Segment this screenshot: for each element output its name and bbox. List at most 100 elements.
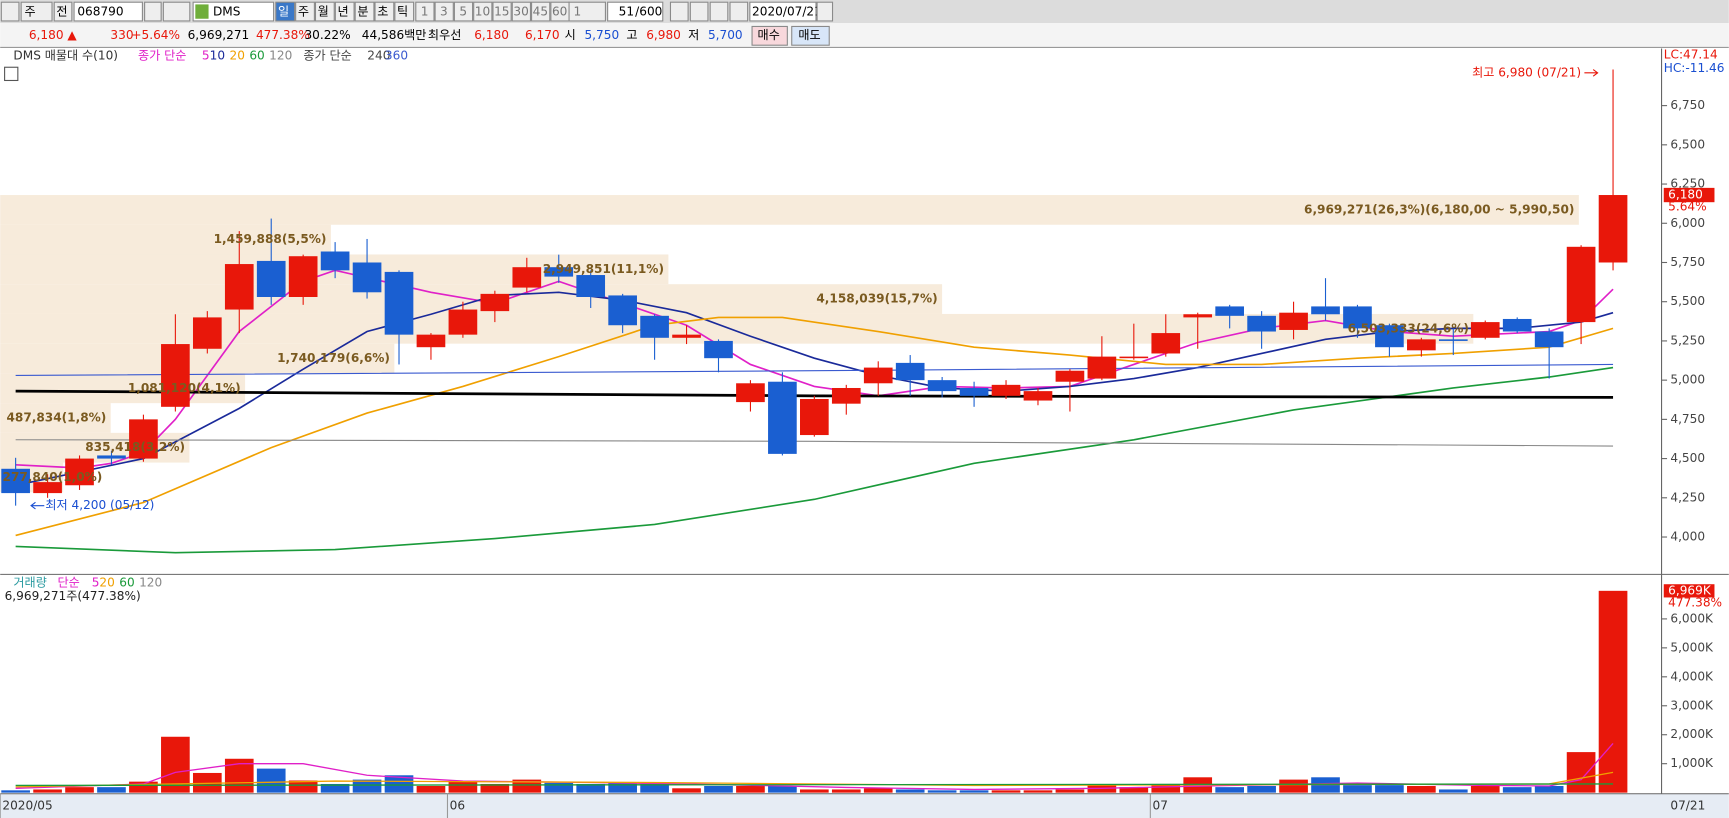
period-button: 주 [24,5,35,19]
legend-entry: 5 [202,49,210,63]
interval: 주 [298,5,309,19]
name-input[interactable] [192,1,275,22]
count-button[interactable] [492,1,512,22]
interval: 월 [318,5,329,19]
candle-body [352,262,382,293]
interval-button[interactable] [374,1,395,22]
interval: 틱 [397,5,408,19]
volume-bar [256,768,286,793]
candle-body [448,309,478,335]
legend-entry: 240 [367,49,390,63]
candle-body [1055,370,1085,382]
candle-body [800,398,829,436]
count-button[interactable] [434,1,454,22]
tool-button[interactable] [669,1,689,22]
count-button[interactable] [531,1,551,22]
quote-high: 6,980 [646,28,681,42]
candle-body [1215,306,1244,316]
grid-icon[interactable] [4,66,19,82]
interval: 초 [377,5,388,19]
y-tick-label: 6,500 [1670,137,1705,151]
n-input[interactable] [568,1,606,22]
visible-input[interactable] [607,1,664,22]
candle-body [1598,195,1628,263]
y-tick-label: 3,000K [1670,698,1714,712]
legend: 종가 단순 [303,49,351,63]
y-tick-label: 6,000 [1670,216,1705,230]
price-tag-label: 6,180 [1668,188,1703,202]
volume-bar [1470,785,1500,793]
volume-bar [352,779,382,793]
tool-button[interactable] [729,1,749,22]
volume-bar [97,787,126,793]
sound-button[interactable] [162,1,191,22]
quote-bid: 6,170 [525,28,560,42]
candle-body [1502,318,1532,332]
volume-profile-label: 1,081,120(4,1%) [128,381,241,395]
candle-body [33,482,62,494]
volume-bar [991,790,1021,793]
volume-profile-label: 487,834(1,8%) [6,410,106,424]
button[interactable] [53,1,73,22]
hc-label: HC:-11.46 [1664,61,1725,75]
quote-best-label: 최우선 [428,28,461,42]
interval-button[interactable] [314,1,335,22]
count: 5 [459,5,467,19]
interval-button[interactable] [394,1,415,22]
candle-body [544,267,574,277]
y-tick-label: 2,000K [1670,727,1714,741]
volume-profile-bar [0,403,111,433]
count: 15 [494,5,509,19]
volume-header: 6,969,271주(477.38%) [5,589,141,603]
x-tick-label: 07 [1153,798,1168,812]
max-arrow [1584,69,1599,77]
candle-body [1151,333,1181,354]
search-button[interactable] [144,1,162,22]
interval-button[interactable] [354,1,375,22]
volume-bar [1534,785,1564,793]
count: 3 [440,5,448,19]
candle-body [384,271,414,335]
legend-entry: 60 [119,576,134,590]
moving-average [15,389,1614,399]
interval-button[interactable] [295,1,315,22]
total: /600 [635,5,662,19]
count-button[interactable] [511,1,532,22]
count-button[interactable] [453,1,474,22]
count-button[interactable] [473,1,493,22]
min-arrow [30,501,45,510]
interval: 년 [338,5,349,19]
count-button[interactable] [415,1,435,22]
calendar-button[interactable] [816,1,834,22]
volume-profile-label: 835,418(3,2%) [85,440,185,454]
interval-button[interactable] [275,1,296,22]
volume-bar [800,789,829,793]
y-tick-label: 4,750 [1670,412,1705,426]
y-tick-label: 4,500 [1670,451,1705,465]
buy-button[interactable] [751,25,788,46]
sell: 매도 [798,28,820,42]
button[interactable] [0,1,20,22]
interval-button[interactable] [334,1,355,22]
candle-body [863,367,893,384]
legend-entry: 120 [139,576,162,590]
volume-tag-rate: 477.38% [1668,595,1722,609]
volume-bar [640,783,669,793]
button[interactable] [20,1,53,22]
code-input[interactable] [73,1,143,22]
volume-profile-label: 1,459,888(5,5%) [214,232,327,246]
moving-average [15,316,1614,537]
date-input[interactable] [749,1,817,22]
moving-average [15,366,1614,554]
tool-button[interactable] [709,1,729,22]
volume-bar [1247,785,1276,793]
y-tick-label: 5,000K [1670,640,1714,654]
last-date: 07/21 [1670,798,1705,812]
legend: 종가 단순 [138,49,186,63]
volume-bar [1023,790,1053,793]
tool-button[interactable] [689,1,709,22]
sell-button[interactable] [791,25,830,46]
y-tick-label: 6,000K [1670,611,1714,625]
candle-body [480,293,510,312]
new-tag [195,4,209,19]
